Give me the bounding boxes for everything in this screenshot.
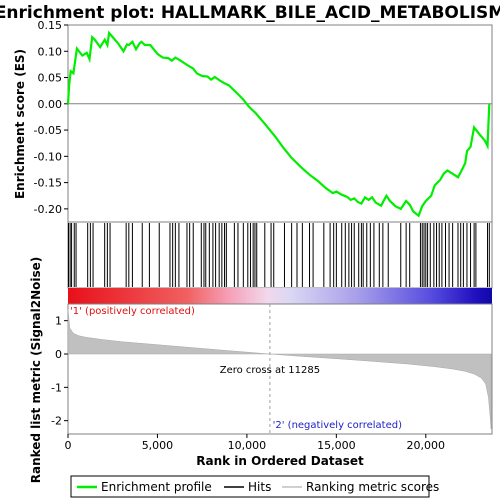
metric-panel — [67, 303, 493, 435]
ranking-metric-area — [67, 308, 492, 430]
legend-profile-label: Enrichment profile — [101, 480, 212, 494]
x-tick-label: 0 — [65, 439, 72, 452]
x-tick-label: 20,000 — [407, 439, 446, 452]
chart-title: Enrichment plot: HALLMARK_BILE_ACID_META… — [0, 3, 500, 23]
hits-marks — [68, 223, 490, 287]
legend — [70, 475, 430, 498]
metric-tick-label: -2 — [51, 415, 62, 428]
metric-y-axis: 1 0 -1 -2 — [51, 315, 68, 428]
zero-cross-label: Zero cross at 11285 — [220, 365, 320, 376]
es-tick-label: 0.00 — [38, 98, 63, 111]
legend-hits-label: Hits — [248, 480, 271, 494]
es-y-label: Enrichment score (ES) — [13, 49, 27, 199]
x-axis: 0 5,000 10,000 15,000 20,000 — [65, 434, 446, 452]
es-panel — [67, 24, 493, 223]
es-tick-label: 0.15 — [38, 19, 63, 32]
rank-color-bar — [68, 288, 492, 304]
enrichment-profile-line — [66, 30, 491, 218]
x-tick-label: 15,000 — [317, 439, 356, 452]
hits-panel — [67, 221, 493, 289]
legend-ranking-label: Ranking metric scores — [306, 480, 439, 494]
negative-label: '2' (negatively correlated) — [273, 420, 402, 431]
x-axis-label: Rank in Ordered Dataset — [196, 454, 364, 468]
metric-tick-label: 1 — [55, 315, 62, 328]
x-tick-label: 10,000 — [228, 439, 267, 452]
es-y-axis: 0.15 0.10 0.05 0.00 -0.05 -0.10 -0.15 -0.20 — [34, 19, 68, 216]
metric-tick-label: 0 — [55, 348, 62, 361]
es-tick-label: -0.20 — [34, 203, 62, 216]
es-tick-label: 0.05 — [38, 72, 63, 85]
x-tick-label: 5,000 — [142, 439, 174, 452]
metric-y-label: Ranked list metric (Signal2Noise) — [29, 257, 43, 484]
es-tick-label: -0.15 — [34, 177, 62, 190]
es-tick-label: 0.10 — [38, 45, 63, 58]
positive-label: '1' (positively correlated) — [70, 306, 195, 317]
es-tick-label: -0.05 — [34, 124, 62, 137]
metric-tick-label: -1 — [51, 381, 62, 394]
es-tick-label: -0.10 — [34, 150, 62, 163]
